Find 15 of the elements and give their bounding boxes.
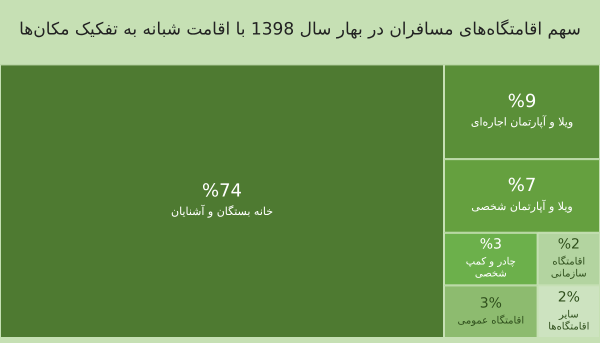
- category-label: چادر و کمپ شخصی: [466, 256, 516, 280]
- data-label: 3%: [480, 295, 502, 312]
- data-label: %2: [558, 236, 580, 253]
- category-label: سایر اقامتگاه‌ها: [548, 309, 590, 332]
- category-label: خانه بستگان و آشنایان: [170, 204, 274, 218]
- text: سهم اقامتگاه‌های مسافران در بهار سال 1398 با اقامت شبانه به تفکیک مکان‌ها: [19, 18, 581, 40]
- data-label: %74: [202, 180, 242, 202]
- category-label: ویلا و آپارتمان شخصی: [471, 198, 573, 213]
- data-label: %9: [508, 90, 536, 112]
- data-label: 2%: [558, 289, 580, 306]
- category-label: ویلا و آپارتمان اجاره‌ای: [470, 114, 574, 129]
- data-label: %3: [480, 236, 502, 253]
- category-label: اقامتگاه عمومی: [458, 314, 524, 326]
- category-label: اقامتگاه سازمانی: [550, 256, 587, 280]
- data-label: %7: [508, 175, 536, 196]
